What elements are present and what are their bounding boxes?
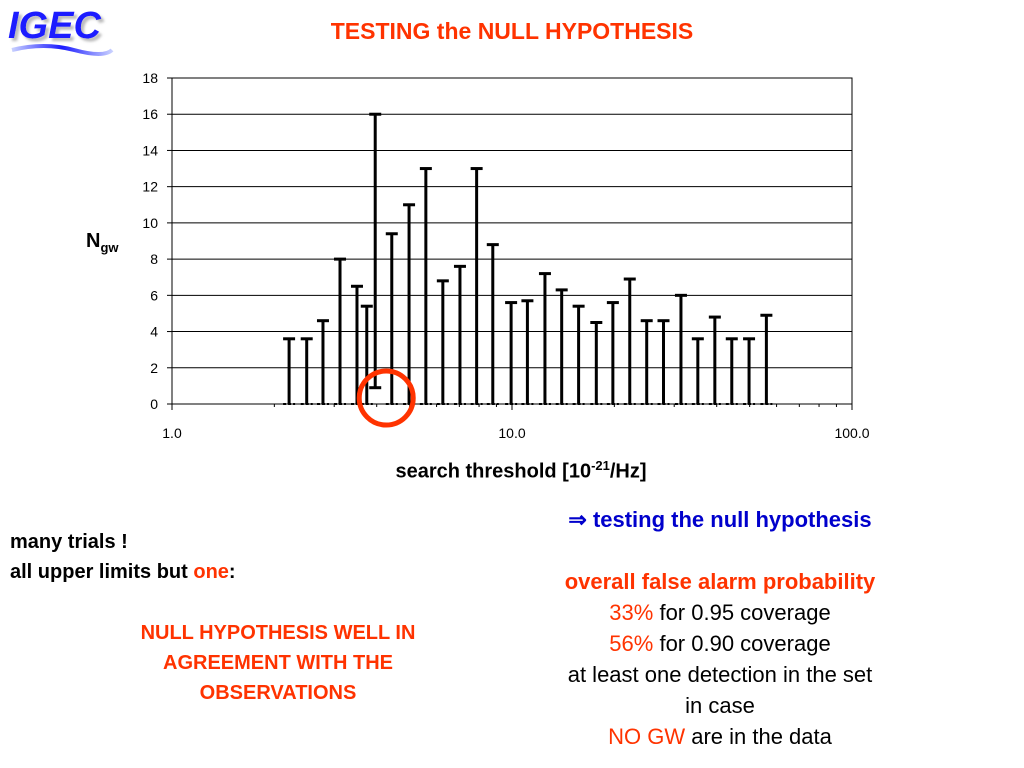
y-tick-label: 12 [142, 179, 158, 195]
x-tick-label: 10.0 [498, 425, 525, 441]
y-axis-label-main: N [86, 230, 101, 252]
highlight-circle [356, 368, 416, 428]
slide-title: TESTING the NULL HYPOTHESIS [330, 18, 694, 44]
y-tick-label: 4 [150, 324, 158, 340]
line-no-gw: NO GW are in the data [520, 721, 920, 752]
text-090: for 0.90 coverage [653, 631, 831, 656]
x-axis-label-exponent: -21 [591, 458, 610, 473]
heading-text: testing the null hypothesis [592, 507, 872, 532]
y-tick-label: 0 [150, 396, 158, 412]
line-in-case: in case [685, 693, 755, 718]
row-090: 56% for 0.90 coverage [520, 628, 920, 659]
y-tick-label: 14 [142, 142, 158, 158]
x-tick-label: 1.0 [162, 425, 182, 441]
y-tick-label: 2 [150, 360, 158, 376]
line-detection: at least one detection in the set [567, 662, 873, 687]
chart: 0 2 4 6 8 10 12 14 16 18 1.0 10.0 100.0 [142, 70, 869, 441]
note-highlight: one [193, 561, 229, 583]
text-095: for 0.95 coverage [653, 600, 831, 625]
y-tick-label: 6 [150, 287, 158, 303]
pct-090: 56% [609, 631, 654, 656]
x-tick-label: 100.0 [834, 425, 869, 441]
no-gw-text: are in the data [685, 724, 832, 749]
null-hypothesis-heading: ⇒ testing the null hypothesis [520, 504, 920, 535]
x-axis-label: search threshold [10-21/Hz] [0, 458, 1024, 484]
y-tick-label: 16 [142, 106, 158, 122]
y-tick-label: 18 [142, 70, 158, 86]
note-upper-limits: all upper limits but one: [10, 557, 236, 587]
implies-arrow-icon: ⇒ [568, 507, 587, 532]
note-many-trials: many trials ! [10, 531, 128, 553]
left-notes: many trials ! all upper limits but one: [10, 527, 236, 587]
igec-logo-graphic: IGEC [8, 5, 114, 56]
logo-wave [11, 44, 114, 56]
row-095: 33% for 0.95 coverage [520, 597, 920, 628]
igec-logo: IGEC [4, 2, 114, 69]
false-alarm-heading: overall false alarm probability [564, 569, 876, 594]
x-axis-label-pre: search threshold [10 [395, 460, 592, 483]
conclusion-text: NULL HYPOTHESIS WELL IN AGREEMENT WITH T… [140, 622, 416, 704]
y-tick-label: 8 [150, 251, 158, 267]
note-colon: : [228, 561, 236, 583]
y-axis-label-sub: gw [100, 240, 119, 255]
note-text: all upper limits but [10, 561, 194, 583]
right-notes: ⇒ testing the null hypothesis overall fa… [520, 504, 920, 752]
pct-095: 33% [609, 600, 654, 625]
no-gw: NO GW [608, 724, 686, 749]
x-axis-label-post: /Hz] [609, 460, 647, 483]
igec-logo-text: IGEC [8, 5, 101, 47]
y-axis-label: Ngw [86, 230, 119, 255]
y-tick-label: 10 [142, 215, 158, 231]
